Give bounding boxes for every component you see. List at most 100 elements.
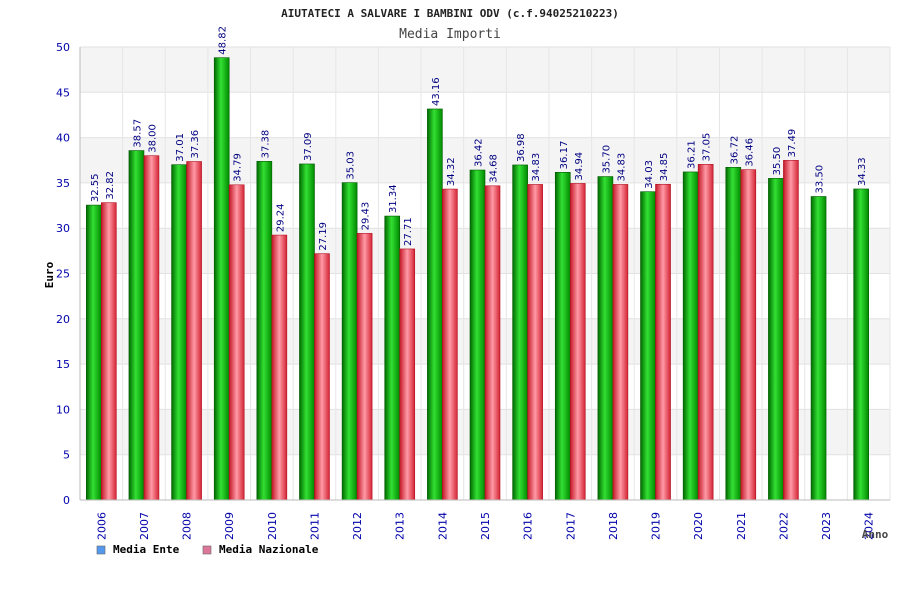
data-label: 33.50 [815,165,826,194]
bar-media-ente [512,164,528,501]
bar-media-nazionale [527,184,543,501]
bar-media-ente [427,108,443,501]
bar-media-ente [597,176,614,501]
data-label: 34.85 [659,153,670,182]
data-label: 48.82 [218,26,229,55]
y-tick-label: 35 [56,177,70,190]
legend-label-media-nazionale: Media Nazionale [219,543,319,556]
data-label: 35.50 [772,147,783,176]
y-axis-label: Euro [43,261,56,288]
data-label: 36.21 [687,140,698,169]
bar-media-ente [86,204,102,501]
x-tick-label: 2019 [650,512,663,540]
data-label: 36.98 [516,133,527,162]
data-labels: 32.55 32.82 38.57 38.00 37.01 37.36 48.82 34.79… [90,26,868,251]
data-label: 36.46 [744,138,755,167]
data-label: 27.19 [318,222,329,251]
bar-media-nazionale [442,188,458,501]
x-tick-label: 2020 [692,512,705,540]
bar-media-ente [341,182,358,501]
data-label: 31.34 [388,184,399,213]
bar-media-nazionale [186,161,202,501]
x-tick-label: 2013 [394,512,407,540]
data-label: 37.36 [190,130,201,159]
bar-media-nazionale [569,183,586,501]
y-tick-label: 30 [56,222,70,235]
x-tick-label: 2021 [735,512,748,540]
x-axis-label: Anno [862,528,889,541]
y-tick-label: 5 [63,449,70,462]
bar-media-nazionale [143,155,160,501]
x-tick-label: 2018 [607,512,620,540]
y-tick-label: 0 [63,494,70,507]
data-label: 35.03 [346,151,357,180]
bar-media-ente [128,150,145,501]
bar-media-ente [256,161,273,501]
x-tick-label: 2007 [138,512,151,540]
x-tick-label: 2012 [351,512,364,540]
data-label: 34.83 [531,153,542,182]
bar-media-nazionale [356,233,373,501]
legend-label-media-ente: Media Ente [113,543,180,556]
data-label: 32.55 [90,173,101,202]
bar-media-nazionale [783,160,799,501]
x-tick-label: 2006 [95,512,108,540]
x-tick-label: 2009 [223,512,236,540]
grid-band [80,47,890,93]
data-label: 37.05 [702,133,713,162]
data-label: 36.72 [729,136,740,165]
bar-media-nazionale [271,234,288,501]
y-tick-label: 50 [56,41,70,54]
legend: Media Ente Media Nazionale [96,543,319,556]
bar-media-ente [853,188,869,501]
bar-media-ente [171,164,187,501]
data-label: 37.38 [260,130,271,159]
bar-media-ente [768,178,784,501]
bar-media-ente [469,169,486,501]
bar-media-nazionale [314,253,330,501]
y-tick-label: 40 [56,132,70,145]
data-label: 34.33 [857,157,868,186]
chart-title: AIUTATECI A SALVARE I BAMBINI ODV (c.f.9… [281,7,619,20]
bar-media-ente [810,196,827,501]
x-tick-label: 2014 [436,512,449,540]
data-label: 36.17 [559,141,570,170]
data-label: 37.49 [787,129,798,158]
bar-media-ente [299,163,315,501]
bar-media-nazionale [101,202,117,501]
y-tick-label: 20 [56,313,70,326]
y-tick-label: 45 [56,86,70,99]
legend-swatch-media-ente [96,545,106,555]
data-label: 34.03 [644,160,655,189]
data-label: 27.71 [403,217,414,246]
data-label: 34.79 [233,153,244,182]
data-label: 32.82 [105,171,116,200]
x-tick-label: 2022 [777,512,790,540]
data-label: 29.43 [361,202,372,231]
data-label: 37.01 [175,133,186,162]
bar-media-nazionale [697,164,714,501]
bar-media-ente [213,57,230,501]
x-tick-label: 2024 [863,512,876,540]
bars [86,57,869,501]
data-label: 34.32 [446,157,457,186]
bar-media-nazionale [740,169,757,501]
data-label: 38.57 [132,119,143,148]
data-label: 29.24 [275,203,286,232]
x-tick-label: 2016 [522,512,535,540]
x-tick-label: 2023 [820,512,833,540]
data-label: 34.94 [574,152,585,181]
legend-swatch-media-nazionale [202,545,212,555]
data-label: 34.68 [489,154,500,183]
bar-media-ente [725,167,742,501]
x-tick-label: 2010 [266,512,279,540]
bar-media-nazionale [228,184,245,501]
x-tick-label: 2008 [181,512,194,540]
bar-media-ente [640,191,656,501]
bar-media-nazionale [655,183,671,501]
data-label: 43.16 [431,77,442,106]
data-label: 38.00 [147,124,158,153]
data-label: 36.42 [474,138,485,167]
bar-media-nazionale [612,184,629,501]
